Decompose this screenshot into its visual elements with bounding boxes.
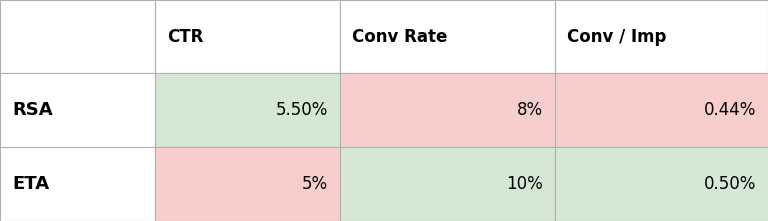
Text: RSA: RSA: [12, 101, 53, 119]
Bar: [555, 73, 768, 147]
Text: 10%: 10%: [506, 175, 543, 193]
Text: 8%: 8%: [517, 101, 543, 119]
Bar: [340, 147, 555, 221]
Text: 5%: 5%: [302, 175, 328, 193]
Text: 0.44%: 0.44%: [703, 101, 756, 119]
Bar: [0, 0, 155, 73]
Text: 0.50%: 0.50%: [703, 175, 756, 193]
Bar: [0, 147, 155, 221]
Text: 5.50%: 5.50%: [276, 101, 328, 119]
Bar: [155, 73, 340, 147]
Bar: [340, 0, 555, 73]
Text: Conv / Imp: Conv / Imp: [567, 27, 667, 46]
Bar: [155, 0, 340, 73]
Bar: [155, 147, 340, 221]
Text: CTR: CTR: [167, 27, 204, 46]
Bar: [555, 0, 768, 73]
Bar: [0, 73, 155, 147]
Text: ETA: ETA: [12, 175, 49, 193]
Text: Conv Rate: Conv Rate: [352, 27, 448, 46]
Bar: [555, 147, 768, 221]
Bar: [340, 73, 555, 147]
